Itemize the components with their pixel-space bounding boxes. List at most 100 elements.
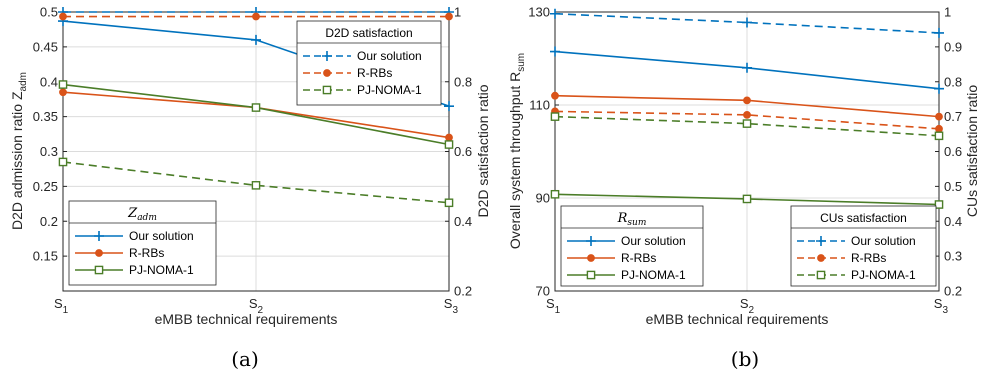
y-left-axis-label: Overall system throughput Rsum xyxy=(507,53,527,249)
y-right-tick-label: 0.2 xyxy=(454,284,472,299)
y-left-tick-label: 0.15 xyxy=(33,249,58,264)
legend-entry-label: R-RBs xyxy=(357,66,392,80)
legend-legend_left: Rsum Our solution R-RBs PJ-NOMA-1 xyxy=(560,205,704,287)
legend-box xyxy=(790,205,937,287)
x-tick-label: S1 xyxy=(54,296,69,316)
legend-entry-label: Our solution xyxy=(851,234,916,248)
y-left-tick-label: 0.2 xyxy=(40,214,58,229)
series-right-square xyxy=(550,112,944,141)
legend-swatch-marker xyxy=(94,231,104,241)
legend-swatch-marker xyxy=(322,85,332,95)
legend-swatch-marker xyxy=(94,265,104,275)
series-left-square xyxy=(58,80,454,149)
data-point xyxy=(550,189,560,199)
y-right-tick-label: 0.5 xyxy=(944,179,962,194)
legend-swatch-marker xyxy=(816,270,826,280)
series-left-square xyxy=(550,189,944,209)
data-point xyxy=(935,112,943,121)
data-point xyxy=(550,112,560,121)
data-point xyxy=(742,17,752,28)
legend-entry-label: PJ-NOMA-1 xyxy=(621,268,686,282)
data-point xyxy=(445,12,453,21)
y-right-tick-label: 0.6 xyxy=(454,144,472,159)
legend-legend_left: Zadm Our solution R-RBs PJ-NOMA-1 xyxy=(68,200,217,286)
chart-1: 0.15 0.2 0.25 0.3 0.35 0.4 0.45 0.5 0.2 0.4 0.6 0.8… xyxy=(9,5,491,372)
y-left-tick-label: 110 xyxy=(529,98,550,113)
series-left-plus xyxy=(550,46,944,94)
data-point xyxy=(743,96,751,105)
legend-swatch-marker xyxy=(817,254,825,262)
y-right-tick-label: 0.9 xyxy=(944,39,962,54)
series-right-dot xyxy=(59,12,453,21)
data-point xyxy=(59,12,67,21)
y-right-tick-label: 0.4 xyxy=(454,214,472,229)
series-right-plus xyxy=(550,8,944,38)
legend-entry-label: Our solution xyxy=(357,49,422,63)
data-point xyxy=(551,91,559,100)
y-right-tick-label: 0.4 xyxy=(944,214,962,229)
data-point xyxy=(444,101,454,112)
data-point xyxy=(934,27,944,38)
x-tick-label: S2 xyxy=(740,296,755,316)
y-right-tick-label: 0.7 xyxy=(944,109,962,124)
legend-box xyxy=(68,200,217,286)
legend-swatch-marker xyxy=(586,270,596,280)
y-left-tick-label: 90 xyxy=(536,191,550,206)
y-right-tick-label: 0.8 xyxy=(944,74,962,89)
x-axis-label: eMBB technical requirements xyxy=(646,311,829,327)
series-left-dot xyxy=(551,91,943,121)
legend-legend_right: CUs satisfaction Our solution R-RBs PJ-NOMA… xyxy=(790,205,937,287)
x-tick-label: S3 xyxy=(444,296,459,316)
legend-swatch-marker xyxy=(586,236,596,246)
data-point xyxy=(59,88,67,97)
data-point xyxy=(58,157,68,167)
legend-entry-label: R-RBs xyxy=(621,251,656,265)
data-point xyxy=(444,198,454,208)
legend-swatch-marker xyxy=(322,51,332,61)
y-right-axis-label: D2D satisfaction ratio xyxy=(475,84,491,217)
data-point xyxy=(550,8,560,19)
data-point xyxy=(934,200,944,209)
y-left-tick-label: 0.45 xyxy=(33,39,58,54)
legend-title: CUs satisfaction xyxy=(820,211,907,225)
data-point xyxy=(252,12,260,21)
data-point xyxy=(550,46,560,57)
series-right-square xyxy=(58,157,454,208)
y-right-tick-label: 0.2 xyxy=(944,284,962,299)
x-tick-label: S2 xyxy=(249,296,264,316)
data-point xyxy=(742,119,752,128)
legend-swatch-marker xyxy=(95,249,103,257)
figure-caption: (a) xyxy=(231,347,259,371)
data-point xyxy=(935,124,943,133)
data-point xyxy=(742,62,752,73)
legend-entry-label: Our solution xyxy=(129,229,194,243)
legend-entry-label: PJ-NOMA-1 xyxy=(129,263,194,277)
y-left-tick-label: 0.35 xyxy=(33,109,58,124)
data-point xyxy=(445,133,453,142)
legend-entry-label: R-RBs xyxy=(129,246,164,260)
x-axis-label: eMBB technical requirements xyxy=(155,311,338,327)
data-point xyxy=(251,103,261,112)
y-right-tick-label: 0.8 xyxy=(454,74,472,89)
y-left-tick-label: 0.4 xyxy=(40,74,58,89)
data-point xyxy=(58,80,68,89)
legend-legend_right: D2D satisfaction Our solution R-RBs PJ-NOMA… xyxy=(296,20,442,106)
legend-entry-label: Our solution xyxy=(621,234,686,248)
y-left-tick-label: 0.5 xyxy=(40,5,58,20)
legend-swatch-marker xyxy=(323,69,331,77)
legend-title: D2D satisfaction xyxy=(325,26,412,40)
data-point xyxy=(444,140,454,149)
data-point xyxy=(743,110,751,119)
y-right-tick-label: 1 xyxy=(944,5,951,20)
legend-box xyxy=(296,20,442,106)
data-point xyxy=(251,181,261,190)
y-left-tick-label: 70 xyxy=(536,284,550,299)
y-left-tick-label: 130 xyxy=(528,5,550,20)
figure-caption: (b) xyxy=(731,347,759,371)
x-tick-label: S1 xyxy=(546,296,561,316)
y-right-tick-label: 1 xyxy=(454,5,461,20)
legend-title: Rsum xyxy=(617,211,647,228)
chart-2: 70 90 110 130 0.2 0.3 0.4 0.5 0.6 0.7 0.8 0.9 1 S1 S2 S… xyxy=(507,5,980,372)
data-point xyxy=(251,34,261,45)
